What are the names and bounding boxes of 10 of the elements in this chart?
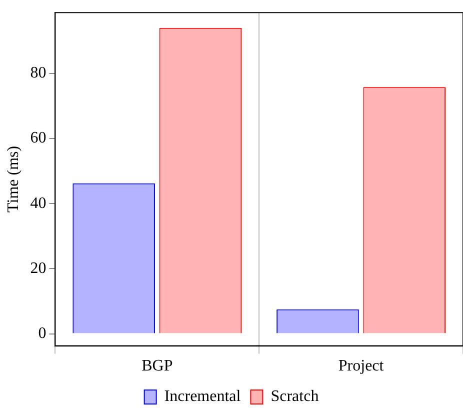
y-tick-label: 0 — [38, 324, 46, 342]
x-tick-label: BGP — [142, 358, 173, 375]
y-tick-label: 20 — [30, 260, 46, 277]
x-tick-label: Project — [338, 358, 384, 375]
y-tick-label: 80 — [30, 64, 46, 82]
legend-label: Incremental — [164, 388, 242, 406]
y-axis-title: Time (ms) — [4, 146, 22, 212]
y-tick-label: 60 — [30, 130, 46, 147]
legend-label: Scratch — [270, 388, 319, 406]
y-tick-label: 40 — [30, 194, 46, 212]
